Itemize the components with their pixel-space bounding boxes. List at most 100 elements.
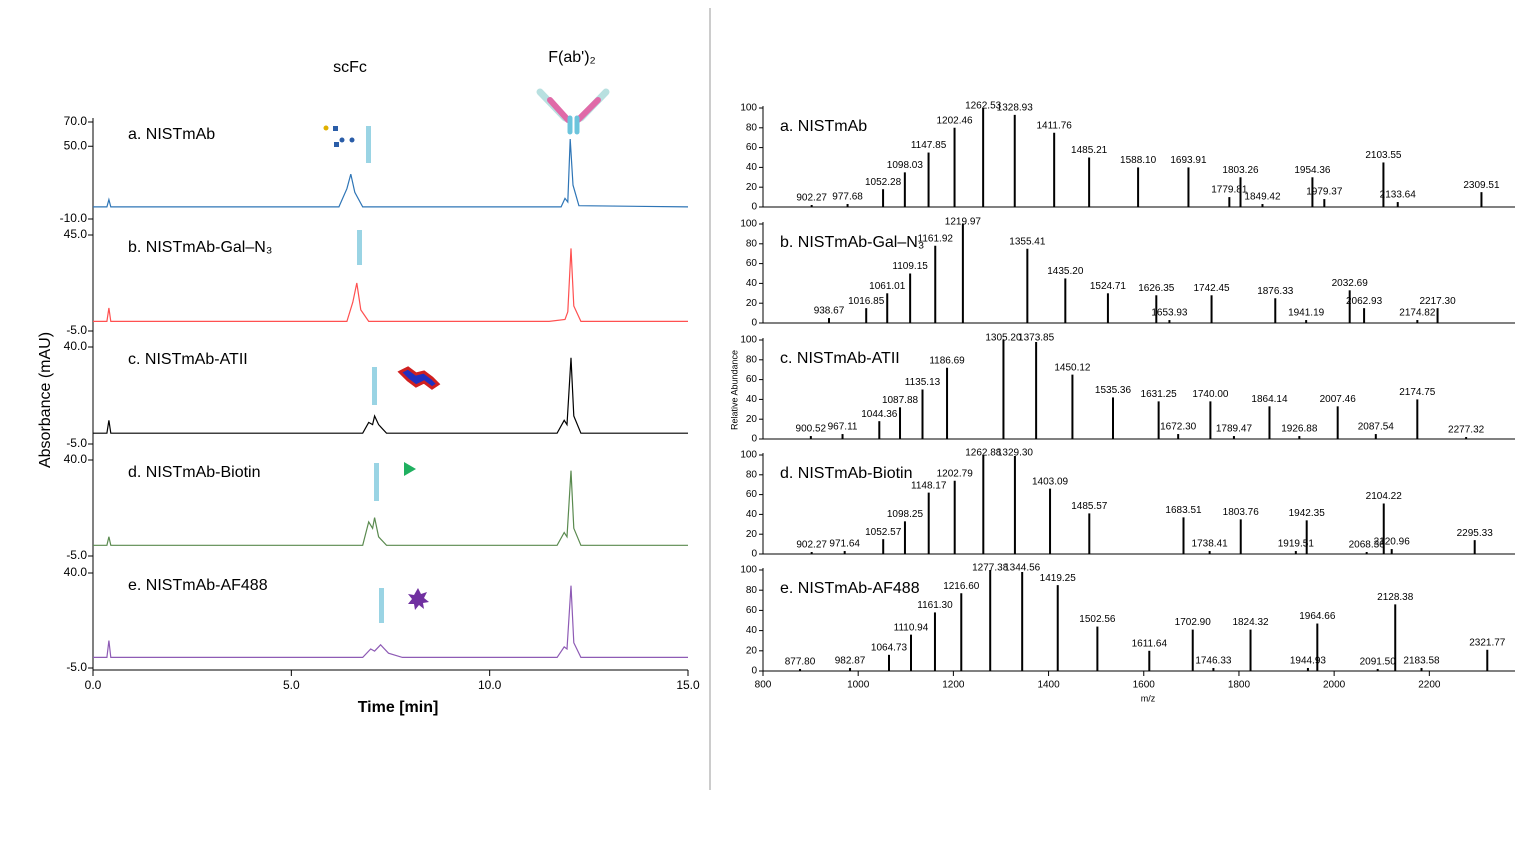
peak-label: 1161.30	[917, 600, 953, 611]
y-tick-label: -10.0	[60, 211, 88, 225]
x-tick-label: 0.0	[85, 678, 102, 692]
peak-label: 2032.69	[1332, 278, 1369, 289]
peak-label: 1186.69	[929, 355, 965, 366]
peak-label: 1147.85	[911, 140, 947, 151]
peak-label: 1653.93	[1151, 308, 1188, 319]
peak-label: 1779.81	[1211, 185, 1248, 196]
y-tick-label: 40	[746, 394, 758, 405]
peak-label: 1161.92	[918, 233, 954, 244]
y-tick-label: 100	[740, 565, 757, 576]
series-label: b. NISTmAb-Gal–N₃	[128, 239, 272, 256]
peak-label: 1355.41	[1009, 236, 1046, 247]
peak-label: 1672.30	[1160, 422, 1197, 433]
peak-label: 2087.54	[1358, 422, 1395, 433]
peak-label: 1435.20	[1047, 266, 1084, 277]
series-label: c. NISTmAb-ATII	[780, 350, 900, 367]
peak-label: 1403.09	[1032, 476, 1069, 487]
peak-label: 1502.56	[1079, 614, 1116, 625]
trace	[93, 138, 689, 208]
peak-label: 938.67	[814, 306, 845, 317]
trace	[93, 585, 688, 658]
y-tick-label: 60	[746, 605, 758, 616]
peak-label: 1611.64	[1132, 638, 1168, 649]
peak-label: 1277.38	[972, 563, 1009, 574]
peak-label: 2007.46	[1320, 394, 1357, 405]
peak-label: 1016.85	[848, 296, 885, 307]
series-label: b. NISTmAb-Gal–N₃	[780, 234, 924, 251]
x-tick-label: 1800	[1228, 680, 1251, 691]
series-label: d. NISTmAb-Biotin	[128, 464, 260, 481]
peak-label: 2104.22	[1366, 491, 1403, 502]
y-tick-label: 100	[740, 450, 757, 461]
peak-label: 2133.64	[1380, 190, 1417, 201]
y-tick-label: 80	[746, 469, 758, 480]
series-label: e. NISTmAb-AF488	[780, 580, 920, 597]
y-tick-label: 100	[740, 335, 757, 346]
peak-label: 1052.28	[865, 177, 902, 188]
peak-label: 1109.15	[892, 261, 928, 272]
y-tick-label: 40	[746, 162, 758, 173]
x-tick-label: 1600	[1133, 680, 1156, 691]
peak-label: 971.64	[829, 539, 860, 550]
y-tick-label: 0	[751, 202, 757, 213]
series-label: c. NISTmAb-ATII	[128, 351, 248, 368]
peak-label: 1849.42	[1244, 192, 1281, 203]
peak-label: 1419.25	[1040, 573, 1077, 584]
peak-label: 1789.47	[1216, 424, 1253, 435]
y-tick-label: 20	[746, 645, 758, 656]
y-tick-label: -5.0	[66, 660, 87, 674]
y-tick-label: 0	[751, 549, 757, 560]
peak-label: 2183.58	[1403, 656, 1440, 667]
peak-label: 2120.96	[1374, 537, 1411, 548]
peak-label: 1702.90	[1175, 617, 1212, 628]
peak-label: 2277.32	[1448, 425, 1485, 436]
series-label: e. NISTmAb-AF488	[128, 577, 268, 594]
peak-label: 1262.88	[965, 448, 1002, 459]
y-tick-label: 0	[751, 318, 757, 329]
y-tick-label: 50.0	[64, 138, 88, 152]
peak-label: 1110.94	[894, 622, 929, 633]
y-tick-label: 60	[746, 489, 758, 500]
peak-label: 2321.77	[1469, 637, 1506, 648]
peak-label: 1329.30	[997, 448, 1034, 459]
y-tick-label: 40.0	[64, 565, 88, 579]
peak-label: 2174.82	[1399, 308, 1436, 319]
x-tick-label: 2000	[1323, 680, 1346, 691]
series-label: a. NISTmAb	[128, 126, 215, 143]
x-axis-label: m/z	[1141, 693, 1156, 703]
peak-label: 1803.26	[1222, 165, 1259, 176]
x-tick-label: 2200	[1418, 680, 1441, 691]
y-tick-label: 20	[746, 182, 758, 193]
glycan-icon	[323, 125, 441, 623]
y-tick-label: 40.0	[64, 339, 88, 353]
peak-label: 2174.75	[1399, 387, 1436, 398]
y-tick-label: 40	[746, 625, 758, 636]
peak-label: 902.27	[796, 193, 827, 204]
x-tick-label: 800	[755, 680, 772, 691]
y-tick-label: 60	[746, 258, 758, 269]
peak-label: 1979.37	[1306, 187, 1343, 198]
peak-label: 1061.01	[869, 281, 906, 292]
y-tick-label: 0	[751, 666, 757, 677]
peak-label: 1148.17	[911, 480, 947, 491]
y-tick-label: 40	[746, 509, 758, 520]
peak-label: 1411.76	[1036, 120, 1072, 131]
x-tick-label: 10.0	[478, 678, 502, 692]
y-tick-label: 80	[746, 585, 758, 596]
y-tick-label: 60	[746, 142, 758, 153]
peak-label: 1202.79	[937, 468, 974, 479]
peak-label: 1328.93	[997, 103, 1034, 114]
peak-label: 1926.88	[1281, 424, 1318, 435]
x-tick-label: 15.0	[676, 678, 700, 692]
peak-label: 2091.50	[1360, 657, 1397, 668]
peak-label: 1919.51	[1278, 539, 1315, 550]
x-axis-label: Time [min]	[358, 699, 439, 716]
y-tick-label: 80	[746, 122, 758, 133]
peak-label: 1742.45	[1193, 283, 1230, 294]
peak-label: 1373.85	[1018, 333, 1055, 344]
y-tick-label: 40	[746, 278, 758, 289]
y-tick-label: 80	[746, 354, 758, 365]
peak-label: 1693.91	[1170, 155, 1207, 166]
peak-label: 2295.33	[1457, 528, 1494, 539]
